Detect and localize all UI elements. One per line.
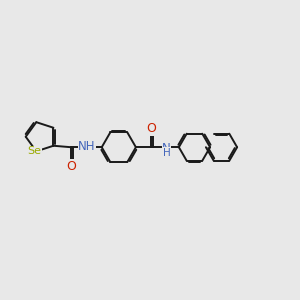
Text: O: O: [66, 160, 76, 172]
Text: N: N: [162, 142, 171, 155]
Text: O: O: [146, 122, 156, 135]
Text: Se: Se: [27, 146, 41, 156]
Text: H: H: [163, 148, 170, 158]
Text: NH: NH: [78, 140, 96, 152]
